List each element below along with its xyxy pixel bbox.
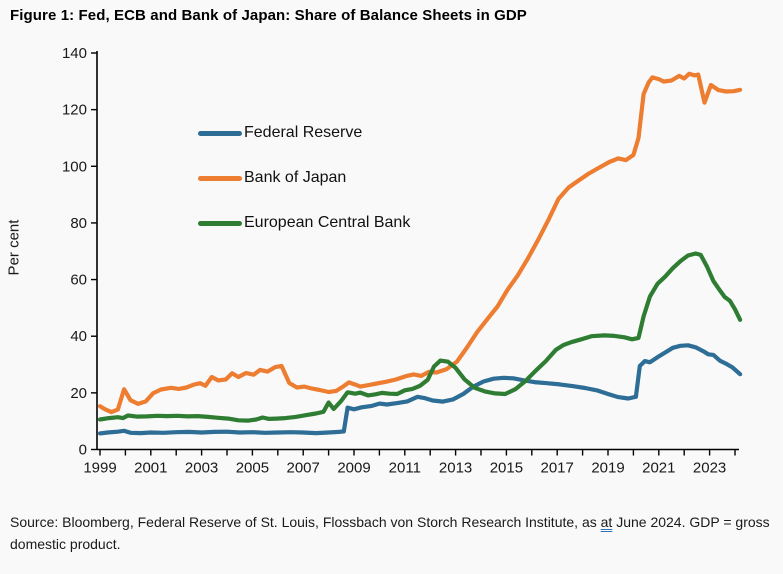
- federal-reserve-line-swatch: [198, 130, 242, 136]
- chart-legend: Federal Reserve Bank of Japan European C…: [198, 121, 410, 256]
- figure-title: Figure 1: Fed, ECB and Bank of Japan: Sh…: [10, 7, 527, 24]
- y-tick-label: 0: [79, 442, 87, 459]
- y-tick-label: 40: [70, 328, 87, 345]
- legend-item-bank-of-japan: Bank of Japan: [198, 166, 410, 190]
- x-tick-label: 2003: [185, 460, 218, 477]
- legend-item-european-central-bank: European Central Bank: [198, 211, 410, 235]
- x-tick-label: 2001: [134, 460, 167, 477]
- legend-item-federal-reserve: Federal Reserve: [198, 121, 410, 145]
- source-text-prefix: Source: Bloomberg, Federal Reserve of St…: [10, 514, 601, 530]
- x-tick-label: 2015: [490, 460, 523, 477]
- x-tick-label: 2013: [439, 460, 472, 477]
- y-tick-label: 100: [62, 158, 87, 175]
- y-tick-label: 60: [70, 272, 87, 289]
- x-tick-label: 2005: [236, 460, 269, 477]
- x-tick-label: 2007: [287, 460, 320, 477]
- y-tick-label: 20: [70, 385, 87, 402]
- x-tick-label: 1999: [83, 460, 116, 477]
- y-axis-title: Per cent: [5, 219, 23, 276]
- chart-canvas: 0 20 40 60 80 100 120 140 1999 2001 2003 2005 2007 20…: [62, 45, 743, 477]
- y-tick-label: 80: [70, 215, 87, 232]
- x-tick-label: 2017: [541, 460, 574, 477]
- source-note: Source: Bloomberg, Federal Reserve of St…: [10, 511, 776, 555]
- bank-of-japan-line: [97, 71, 743, 415]
- european-central-bank-line: [97, 251, 743, 423]
- source-text-underlined-word: at: [600, 514, 613, 530]
- y-tick-label: 120: [62, 102, 87, 119]
- x-tick-label: 2019: [591, 460, 624, 477]
- x-tick-label: 2023: [693, 460, 726, 477]
- y-tick-label: 140: [62, 45, 87, 62]
- bank-of-japan-line-swatch: [198, 175, 242, 181]
- legend-label: Federal Reserve: [244, 124, 363, 141]
- legend-label: Bank of Japan: [244, 169, 347, 186]
- x-tick-label: 2021: [642, 460, 675, 477]
- x-tick-label: 2009: [337, 460, 370, 477]
- x-tick-label: 2011: [389, 460, 421, 477]
- chart-area: 0 20 40 60 80 100 120 140 1999 2001 2003 2005 2007 20…: [5, 45, 743, 477]
- federal-reserve-line: [97, 343, 743, 436]
- source-text-suffix: June 2024. GDP = gross domestic product.: [10, 514, 770, 552]
- legend-label: European Central Bank: [244, 214, 411, 231]
- european-central-bank-line-swatch: [198, 220, 242, 226]
